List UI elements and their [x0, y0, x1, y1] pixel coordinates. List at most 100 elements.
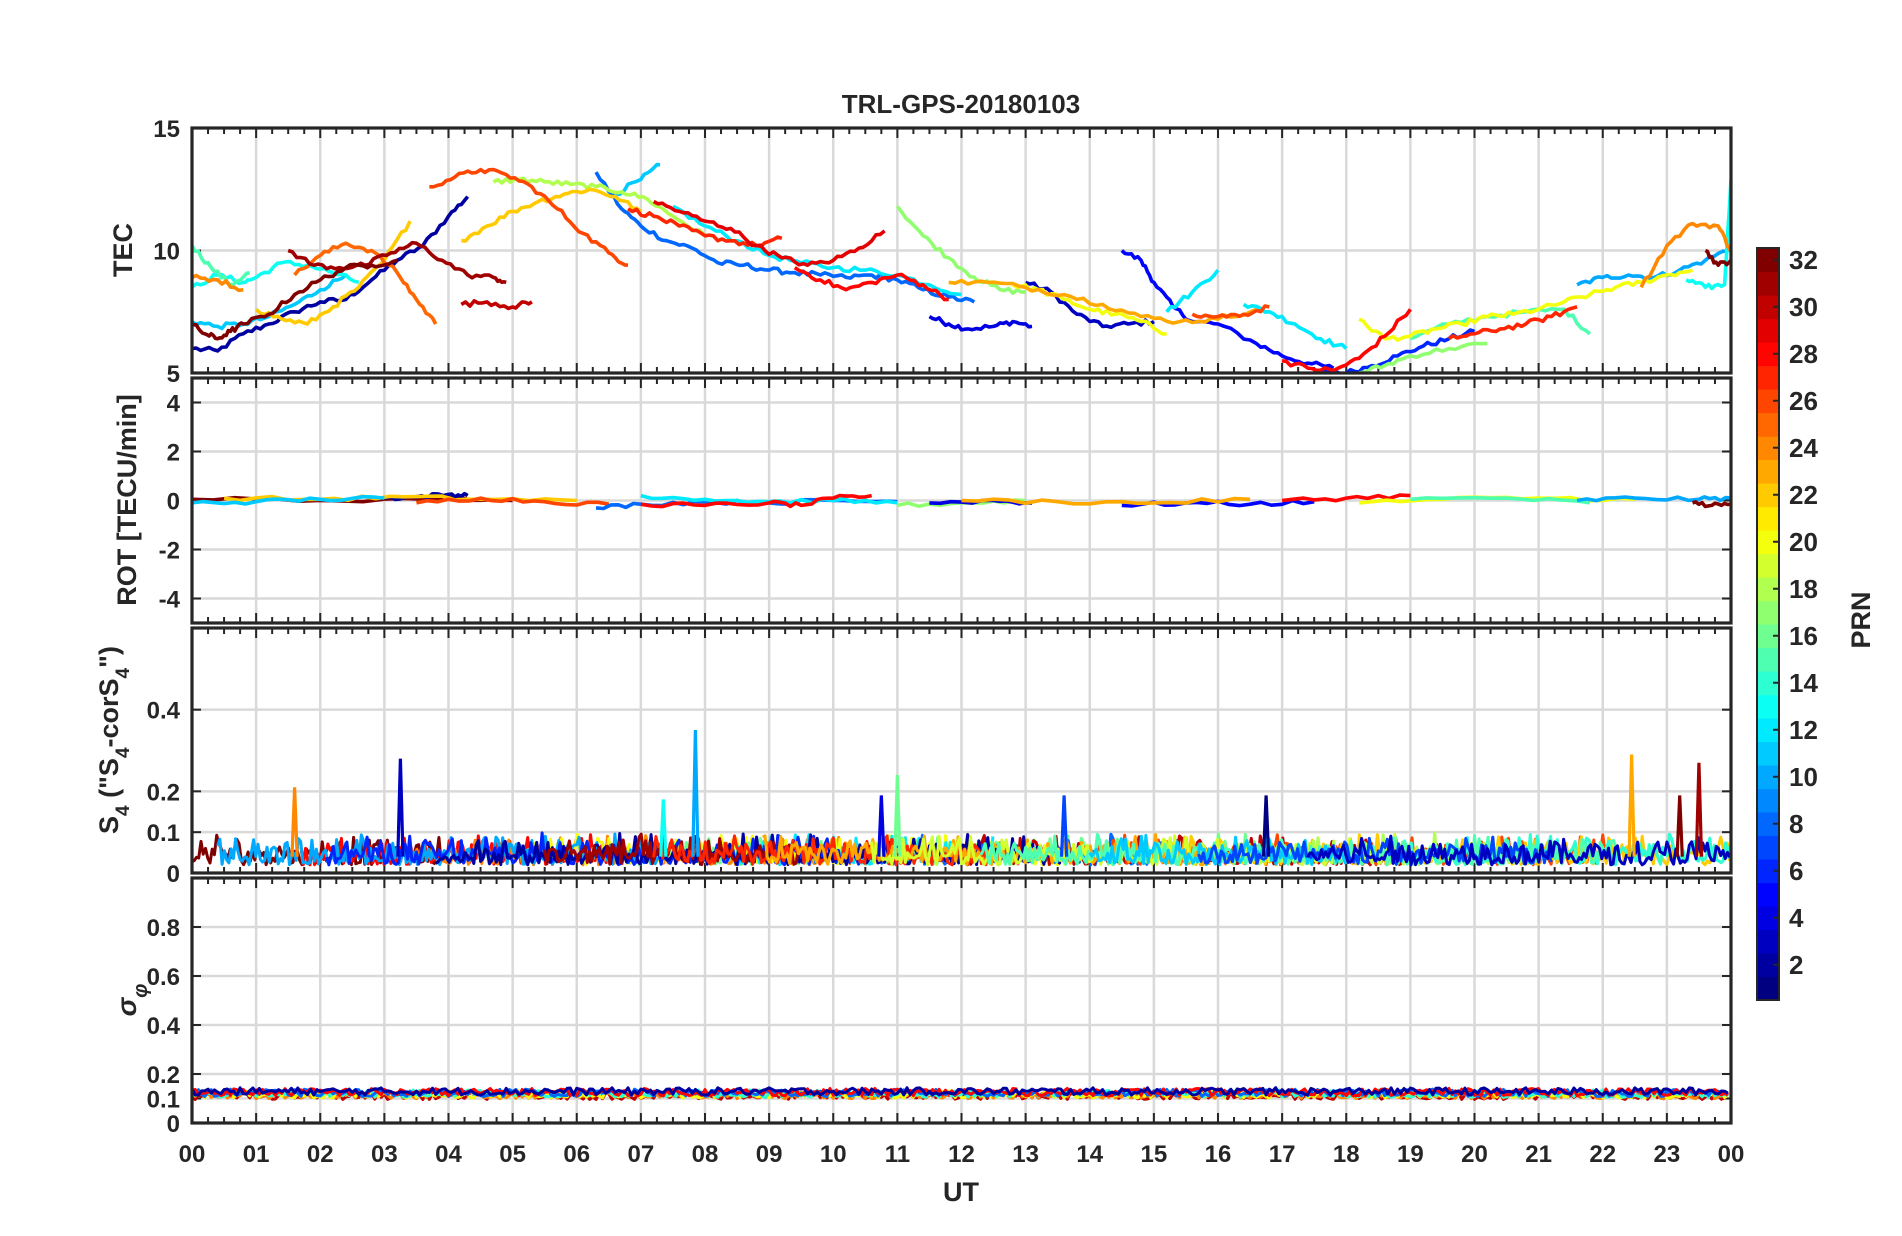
chart-title: TRL-GPS-20180103 — [842, 89, 1080, 119]
colorbar-cell — [1757, 600, 1779, 625]
y-tick-label: 0.6 — [147, 964, 180, 991]
prn-30-series-line — [460, 299, 533, 311]
colorbar-tick-label: 32 — [1789, 245, 1818, 275]
colorbar-cell — [1757, 342, 1779, 367]
x-tick-label: 12 — [948, 1141, 975, 1168]
y-tick-label: 0.2 — [147, 779, 180, 806]
colorbar-cell — [1757, 812, 1779, 837]
prn-28-series-line — [1281, 493, 1411, 503]
prn-24-s4-spike — [290, 787, 299, 857]
x-tick-label: 06 — [563, 1141, 590, 1168]
y-tick-label: 0 — [167, 489, 180, 516]
prn-23-series-line — [948, 278, 1258, 325]
colorbar-cell — [1757, 624, 1779, 649]
prn-7-s4-spike — [1059, 795, 1069, 857]
panel-frame — [190, 126, 1733, 375]
x-tick-label: 07 — [628, 1141, 655, 1168]
y-tick-label: -2 — [159, 538, 180, 565]
x-tick-label: 02 — [307, 1141, 334, 1168]
prn-13-series-line — [192, 259, 360, 289]
colorbar-cell — [1757, 882, 1779, 907]
colorbar-tick-label: 4 — [1789, 903, 1804, 933]
prn-28-series-line — [640, 493, 873, 509]
prn-27-series-line — [1447, 305, 1578, 341]
x-tick-label: 03 — [371, 1141, 398, 1168]
prn-26-series-line — [416, 496, 610, 507]
tec-y-label: TEC — [108, 223, 138, 277]
series-group — [192, 730, 1731, 867]
x-tick-label: 01 — [243, 1141, 270, 1168]
prn-15-series-line — [1409, 307, 1592, 341]
colorbar-cell — [1757, 859, 1779, 884]
y-tick-label: 0.8 — [147, 915, 180, 942]
prn-29-series-line — [652, 199, 886, 267]
prn-4-series-line — [928, 315, 1033, 332]
x-tick-label: 20 — [1461, 1141, 1488, 1168]
prn-15-series-line — [192, 244, 251, 287]
colorbar-tick-label: 20 — [1789, 527, 1818, 557]
x-tick-label: 08 — [692, 1141, 719, 1168]
series-group — [192, 1086, 1730, 1101]
x-tick-label: 10 — [820, 1141, 847, 1168]
sigma-phi-panel: 00.10.2 0.4 0.6 0.8 σφ — [111, 876, 1733, 1138]
x-tick-label: 16 — [1205, 1141, 1232, 1168]
prn-27-s4-trace — [652, 834, 1008, 867]
colorbar-cell — [1757, 459, 1779, 484]
colorbar-cell — [1757, 765, 1779, 790]
x-tick-label: 11 — [885, 1141, 910, 1168]
prn-8-series-line — [594, 171, 976, 304]
prn-11-series-line — [192, 494, 385, 506]
prn-32-series-line — [1704, 248, 1731, 267]
prn-15-series-line — [1410, 495, 1591, 505]
colorbar-cell — [1757, 412, 1779, 437]
panel-frame — [190, 626, 1733, 875]
colorbar-cell — [1757, 906, 1779, 931]
colorbar-label: PRN — [1846, 591, 1876, 648]
y-tick-label: -4 — [159, 587, 181, 614]
x-tick-label: 21 — [1525, 1141, 1552, 1168]
colorbar-cell — [1757, 577, 1779, 602]
y-tick-label: 0.4 — [147, 698, 181, 725]
tec-panel: 5 10 15 TEC — [108, 116, 1733, 388]
prn-3-s4-trace — [1306, 834, 1731, 867]
prn-26-series-line — [429, 167, 629, 267]
y-tick-label: 0.4 — [147, 1013, 181, 1040]
prn-16-s4-spike — [893, 774, 902, 857]
colorbar-cell — [1757, 788, 1779, 813]
prn-28-sigma-trace — [192, 1087, 1729, 1098]
prn-28-series-line — [1281, 308, 1412, 373]
prn-23-s4-spike — [1627, 754, 1636, 857]
colorbar-tick-label: 18 — [1789, 574, 1818, 604]
prn-28-series-line — [793, 266, 949, 302]
x-tick-label: 15 — [1141, 1141, 1168, 1168]
y-tick-label: 0.1 — [147, 1087, 180, 1114]
y-tick-label: 0.2 — [147, 1062, 180, 1089]
x-tick-label: 19 — [1397, 1141, 1424, 1168]
prn-24-series-line — [192, 273, 244, 293]
colorbar-cell — [1757, 929, 1779, 954]
y-tick-label: 15 — [153, 116, 180, 143]
colorbar-cell — [1757, 718, 1779, 743]
colorbar-cell — [1757, 976, 1779, 1001]
prn-25-series-line — [293, 241, 438, 325]
colorbar-tick-label: 26 — [1789, 386, 1818, 416]
colorbar-tick-label: 22 — [1789, 480, 1818, 510]
series-group — [192, 162, 1731, 373]
x-tick-label: 23 — [1654, 1141, 1681, 1168]
prn-22-series-line — [461, 187, 642, 243]
prn-20-series-line — [1358, 268, 1694, 342]
colorbar-cell — [1757, 835, 1779, 860]
prn-13-s4-spike — [659, 799, 668, 857]
prn-10-s4-spike — [691, 730, 700, 857]
prn-10-series-line — [1576, 246, 1731, 287]
panel-frame — [190, 876, 1733, 1125]
x-axis-label: UT — [943, 1177, 979, 1207]
colorbar-cell — [1757, 271, 1779, 296]
colorbar-cell — [1757, 506, 1779, 531]
prn-17-series-line — [895, 205, 1026, 295]
x-tick-label: 00 — [1718, 1141, 1745, 1168]
x-axis-ticks: 00 01 02 03 04 05 06 07 08 09 10 11 12 13 14 15 16 17 18 19… — [179, 1141, 1745, 1168]
y-tick-label: 0 — [167, 1111, 180, 1138]
